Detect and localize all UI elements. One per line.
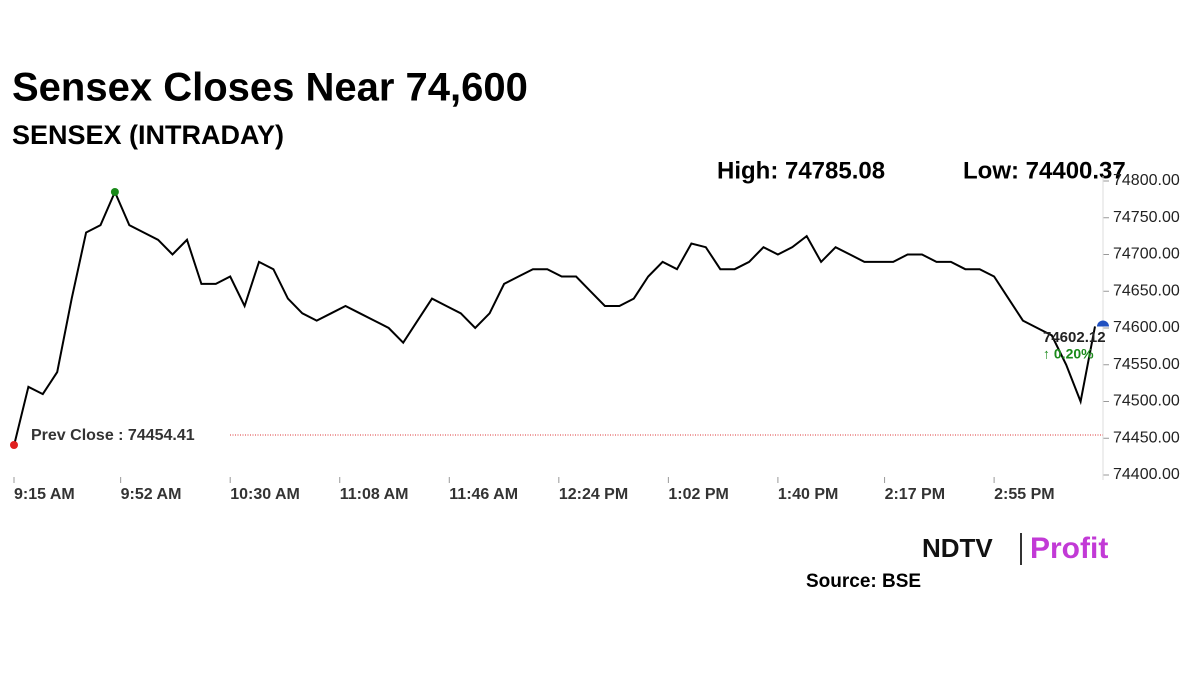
chart-subtitle: SENSEX (INTRADAY) bbox=[12, 120, 284, 150]
y-tick-label: 74800.00 bbox=[1113, 172, 1180, 189]
last-marker bbox=[1097, 320, 1109, 327]
brand-left: NDTV bbox=[922, 533, 993, 563]
y-tick-label: 74550.00 bbox=[1113, 356, 1180, 373]
brand-right: Profit bbox=[1030, 532, 1108, 565]
x-tick-label: 2:55 PM bbox=[994, 486, 1054, 503]
source: Source: BSE bbox=[806, 571, 921, 592]
x-tick-label: 11:08 AM bbox=[340, 486, 409, 503]
x-tick-label: 11:46 AM bbox=[449, 486, 518, 503]
x-tick-label: 9:52 AM bbox=[121, 486, 182, 503]
x-tick-label: 12:24 PM bbox=[559, 486, 628, 503]
y-tick-label: 74650.00 bbox=[1113, 282, 1180, 299]
y-tick-label: 74600.00 bbox=[1113, 319, 1180, 336]
last-value: 74602.12 bbox=[1043, 329, 1106, 346]
high-label: High: 74785.08 bbox=[717, 157, 885, 184]
prev-close-dot bbox=[10, 441, 18, 450]
y-tick-label: 74450.00 bbox=[1113, 429, 1180, 446]
chart-title: Sensex Closes Near 74,600 bbox=[12, 66, 528, 110]
y-tick-label: 74700.00 bbox=[1113, 246, 1180, 263]
prev-close-label: Prev Close : 74454.41 bbox=[31, 427, 195, 444]
y-tick-label: 74400.00 bbox=[1113, 466, 1180, 483]
price-line bbox=[13, 189, 1096, 446]
change-label: ↑ 0.20% bbox=[1043, 346, 1094, 362]
x-tick-label: 9:15 AM bbox=[14, 486, 75, 503]
x-tick-label: 2:17 PM bbox=[885, 486, 945, 503]
y-tick-label: 74750.00 bbox=[1113, 209, 1180, 226]
x-tick-label: 1:40 PM bbox=[778, 486, 838, 503]
high-dot bbox=[110, 187, 119, 196]
low-label: Low: 74400.37 bbox=[963, 157, 1126, 184]
y-tick-label: 74500.00 bbox=[1113, 393, 1180, 410]
x-tick-label: 1:02 PM bbox=[668, 486, 728, 503]
x-tick-label: 10:30 AM bbox=[230, 486, 300, 503]
